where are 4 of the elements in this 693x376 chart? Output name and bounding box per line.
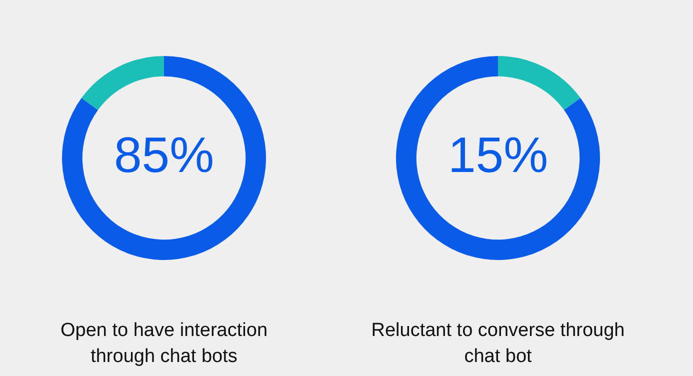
data-label: 85%	[114, 126, 214, 183]
data-label: 15%	[448, 126, 548, 183]
text: Open to have interaction through chat bots	[59, 319, 269, 369]
text: Reluctant to converse through chat bot	[370, 319, 626, 369]
